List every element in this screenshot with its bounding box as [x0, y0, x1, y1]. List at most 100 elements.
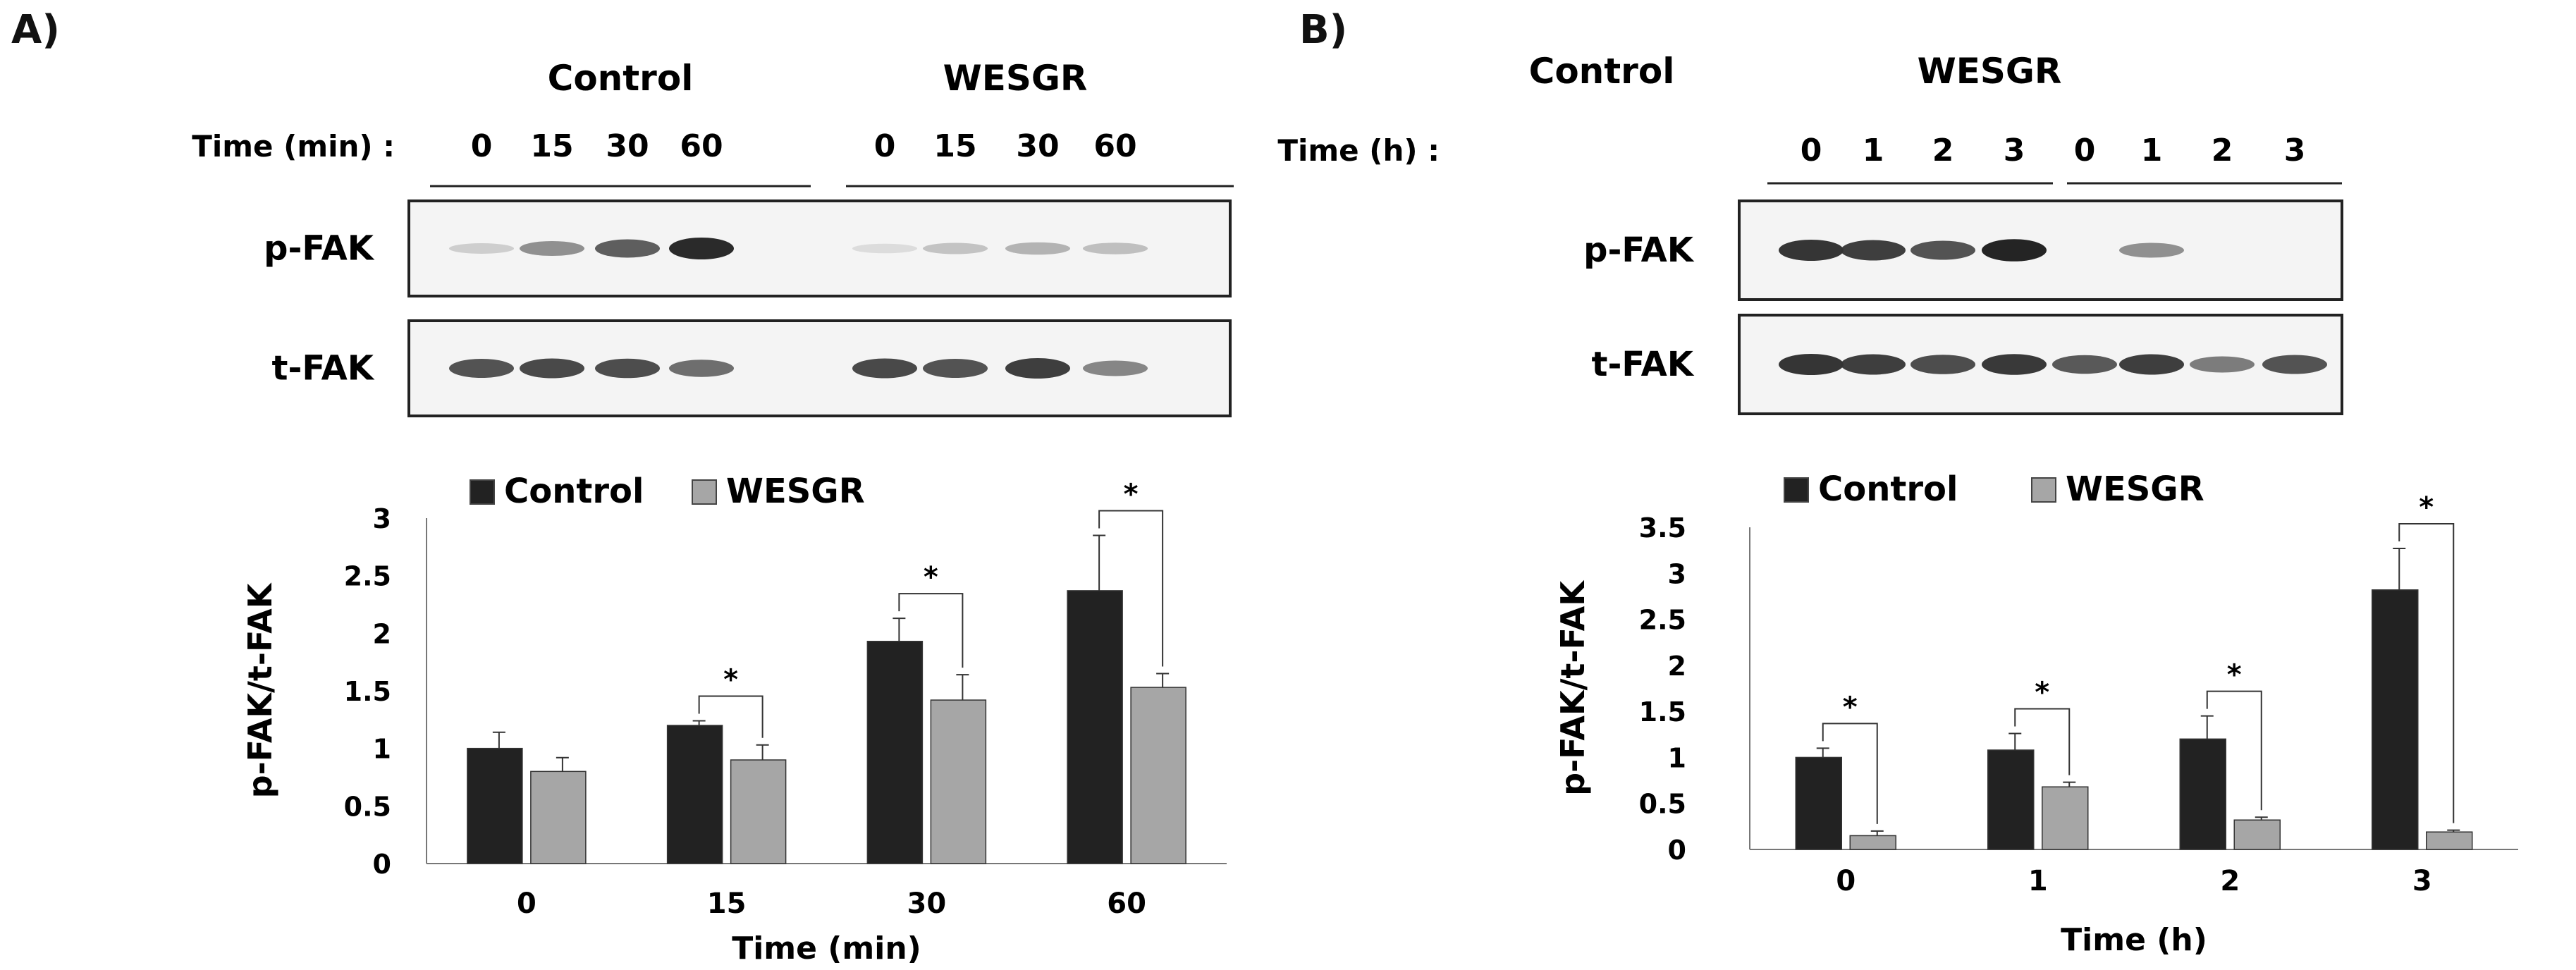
bar [866, 641, 924, 864]
blot-band [520, 241, 584, 256]
x-tick-label: 15 [707, 888, 747, 920]
bar [930, 699, 987, 864]
y-tick-label: 0.5 [1639, 789, 1686, 820]
y-tick-label: 3.5 [1639, 512, 1686, 544]
legend-swatch [692, 479, 717, 505]
y-tick-label: 2 [373, 618, 391, 649]
blot-band [2190, 356, 2255, 373]
legend-label: WESGR [726, 472, 865, 511]
panel-label: B) [1299, 7, 1348, 53]
blot-group-label: WESGR [943, 58, 1088, 99]
blot-band [1841, 354, 1906, 375]
blot-time-point: 1 [2141, 133, 2163, 168]
bar [1067, 590, 1123, 864]
blot-time-label: Time (min) : [192, 129, 395, 164]
blot-group-label: Control [1529, 51, 1675, 92]
y-tick-label: 1.5 [1639, 696, 1686, 728]
legend-swatch [2031, 477, 2056, 503]
blot-group-label: Control [548, 58, 694, 99]
y-tick-label: 2.5 [1639, 605, 1686, 636]
blot-band [449, 243, 514, 254]
blot-time-point: 15 [530, 128, 573, 164]
blot-band [1005, 358, 1070, 379]
panel-a: A) Control WESGR Time (min) :0 15 30 60 0 15 30 6… [11, 7, 1234, 966]
x-tick-label: 3 [2412, 865, 2432, 897]
legend-swatch [470, 479, 495, 505]
x-tick-label: 1 [2028, 865, 2048, 897]
y-axis-label: p-FAK/t-FAK [241, 582, 279, 798]
blot-band [1779, 354, 1844, 375]
bar [1795, 756, 1842, 850]
significance-bracket [2014, 708, 2071, 775]
bar [2042, 786, 2089, 850]
blot-time-point: 60 [680, 128, 723, 164]
blot-row-label: p-FAK [264, 229, 375, 269]
bar [1987, 749, 2035, 850]
blot-time-label: Time (h) : [1277, 133, 1440, 168]
y-tick-label: 0 [373, 849, 391, 880]
blot-time-point: 0 [471, 128, 493, 164]
blot-time-point: 3 [2004, 133, 2025, 168]
blot-band [2119, 242, 2184, 258]
y-tick-label: 1 [1668, 742, 1686, 773]
y-tick-label: 2.5 [344, 561, 391, 592]
blot-time-point: 0 [1801, 133, 1822, 168]
x-axis-label: Time (min) [732, 931, 921, 966]
blot-band [595, 239, 660, 258]
bar [2179, 738, 2226, 850]
blot-band [2119, 354, 2184, 375]
bar [2426, 831, 2473, 850]
legend-swatch [1784, 477, 1809, 503]
blot-time-point: 15 [933, 128, 976, 164]
blot-band [1910, 240, 1975, 260]
significance-marker: * [1843, 691, 1858, 723]
significance-bracket [698, 695, 763, 738]
bar [2233, 819, 2281, 850]
x-tick-label: 2 [2220, 865, 2240, 897]
significance-marker: * [924, 561, 938, 594]
blot-band [923, 242, 988, 254]
panel-label: A) [11, 7, 60, 53]
blot-time-point: 3 [2284, 133, 2306, 168]
x-tick-label: 0 [517, 888, 536, 920]
significance-marker: * [1124, 479, 1139, 511]
panel-b: B) Control WESGR Time (h) : 0 1 2 3 0 1 2 3 p-FAK t-… [1277, 0, 2576, 970]
significance-marker: * [723, 663, 738, 696]
y-tick-label: 3 [373, 503, 391, 534]
y-tick-label: 2 [1668, 651, 1686, 682]
blot-band [1982, 354, 2047, 375]
panel-b-figure: Control WESGR Time (h) : 0 1 2 3 0 1 2 3 p-FAK t-FAK… [1277, 51, 2518, 958]
y-axis-label: p-FAK/t-FAK [1554, 579, 1592, 796]
blot-band [669, 360, 734, 377]
bar [1849, 835, 1896, 850]
blot-band [669, 238, 734, 259]
significance-marker: * [2035, 676, 2049, 708]
y-tick-label: 0 [1668, 835, 1686, 866]
blot-band [1083, 242, 1148, 254]
blot-band [1083, 360, 1148, 376]
blot-band [1779, 240, 1844, 261]
y-tick-label: 1 [373, 734, 391, 765]
blot-time-point: 30 [606, 128, 649, 164]
y-tick-label: 1.5 [344, 676, 391, 707]
blot-time-point: 2 [2212, 133, 2233, 168]
significance-bracket [2398, 523, 2455, 823]
blot-band [449, 359, 514, 378]
y-tick-label: 0.5 [344, 791, 391, 822]
legend-label: Control [1818, 469, 1958, 509]
blot-time-point: 0 [2074, 133, 2096, 168]
blot-band [2262, 355, 2327, 374]
blot-group-label: WESGR [1918, 51, 2062, 92]
blot-band [520, 358, 584, 379]
blot-time-point: 0 [874, 128, 896, 164]
bar [1130, 687, 1186, 864]
blot-band [852, 358, 917, 379]
blot-row-label: t-FAK [272, 349, 375, 388]
legend-label: WESGR [2066, 469, 2204, 509]
blot-time-point: 30 [1016, 128, 1059, 164]
bar [467, 747, 523, 864]
blot-band [1841, 240, 1906, 261]
x-tick-label: 30 [907, 888, 947, 920]
x-axis-label: Time (h) [2061, 922, 2207, 958]
